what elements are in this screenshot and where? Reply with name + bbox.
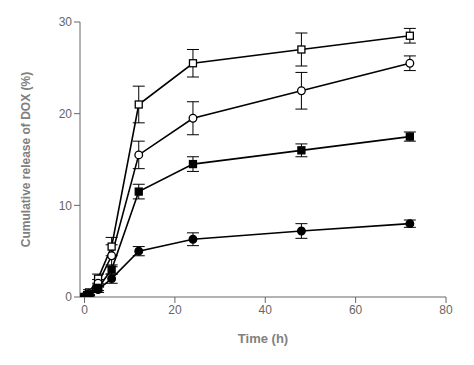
svg-text:30: 30	[59, 15, 73, 29]
svg-text:20: 20	[168, 303, 182, 317]
svg-text:Time (h): Time (h)	[238, 331, 288, 346]
svg-text:60: 60	[349, 303, 363, 317]
svg-text:40: 40	[259, 303, 273, 317]
svg-text:0: 0	[81, 303, 88, 317]
svg-text:80: 80	[439, 303, 453, 317]
svg-text:0: 0	[65, 290, 72, 304]
svg-text:Cumulative release of DOX (%): Cumulative release of DOX (%)	[19, 72, 33, 247]
svg-text:20: 20	[59, 107, 73, 121]
svg-text:10: 10	[59, 199, 73, 213]
